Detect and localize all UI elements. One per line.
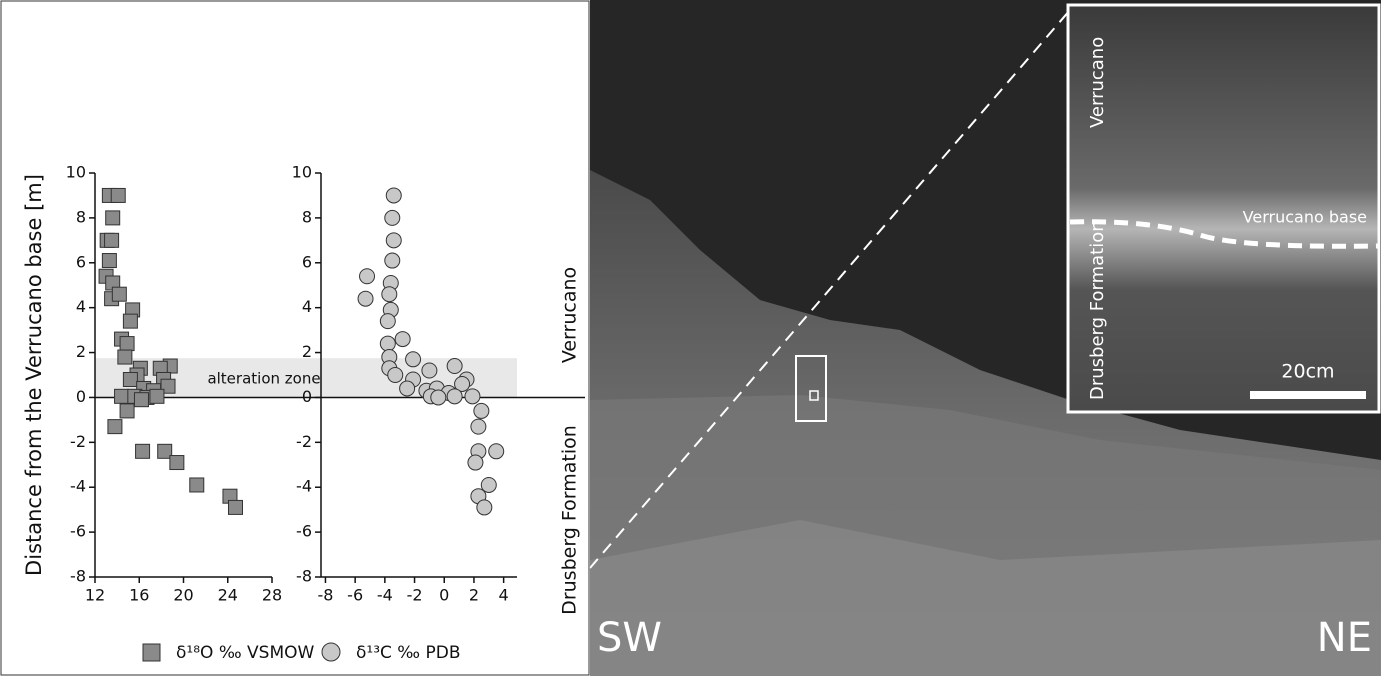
data-point — [468, 455, 483, 470]
data-point — [105, 233, 119, 247]
y-tick-label: 6 — [76, 252, 86, 271]
data-point — [388, 368, 403, 383]
unit-label: Drusberg Formation — [559, 425, 581, 615]
legend-label: δ¹⁸O ‰ VSMOW — [176, 643, 314, 663]
y-tick-label: 0 — [76, 387, 86, 406]
y-tick-label: -8 — [296, 567, 312, 586]
data-point — [447, 359, 462, 374]
x-tick-label: 16 — [129, 586, 149, 605]
y-tick-label: -6 — [70, 522, 86, 541]
data-point — [112, 287, 126, 301]
data-point — [400, 381, 415, 396]
data-point — [190, 478, 204, 492]
y-tick-label: -2 — [296, 432, 312, 451]
y-tick-label: 0 — [302, 387, 312, 406]
inset-label: Verrucano — [1087, 37, 1108, 128]
data-point — [385, 210, 400, 225]
data-point — [474, 403, 489, 418]
y-tick-label: 4 — [76, 297, 86, 316]
zone-label: alteration zone — [207, 369, 320, 387]
data-point — [106, 211, 120, 225]
y-tick-label: 8 — [76, 207, 86, 226]
photo-label: NE — [1317, 615, 1372, 661]
x-tick-label: 12 — [85, 586, 105, 605]
legend-marker — [143, 644, 160, 661]
x-tick-label: -2 — [407, 586, 423, 605]
photo-label: SW — [597, 615, 662, 661]
scale-bar-label: 20cm — [1281, 361, 1334, 383]
data-point — [228, 500, 242, 514]
data-point — [102, 254, 116, 268]
data-point — [358, 291, 373, 306]
unit-label: Verrucano — [559, 267, 581, 363]
y-tick-label: 2 — [76, 342, 86, 361]
data-point — [422, 363, 437, 378]
data-point — [170, 456, 184, 470]
legend-label: δ¹³C ‰ PDB — [356, 643, 461, 663]
x-tick-label: -4 — [377, 586, 393, 605]
photo — [590, 0, 1381, 676]
data-point — [136, 444, 150, 458]
x-tick-label: 28 — [262, 586, 282, 605]
data-point — [431, 390, 446, 405]
x-tick-label: -6 — [347, 586, 363, 605]
y-tick-label: 4 — [302, 297, 312, 316]
data-point — [108, 420, 122, 434]
data-point — [447, 389, 462, 404]
data-point — [115, 389, 129, 403]
data-point — [123, 314, 137, 328]
x-tick-label: 20 — [173, 586, 193, 605]
x-tick-label: 24 — [218, 586, 238, 605]
x-tick-label: -8 — [317, 586, 333, 605]
data-point — [471, 419, 486, 434]
x-tick-label: 0 — [439, 586, 449, 605]
data-point — [360, 269, 375, 284]
y-tick-label: -6 — [296, 522, 312, 541]
y-tick-label: 2 — [302, 342, 312, 361]
data-point — [380, 336, 395, 351]
y-tick-label: -4 — [70, 477, 86, 496]
x-tick-label: 4 — [499, 586, 509, 605]
legend-marker — [322, 643, 340, 661]
data-point — [386, 188, 401, 203]
data-point — [395, 332, 410, 347]
data-point — [134, 393, 148, 407]
y-tick-label: 6 — [302, 252, 312, 271]
y-tick-label: 8 — [302, 207, 312, 226]
y-tick-label: 10 — [66, 163, 86, 182]
data-point — [477, 500, 492, 515]
data-point — [465, 389, 480, 404]
data-point — [382, 287, 397, 302]
data-point — [385, 253, 400, 268]
data-point — [123, 372, 137, 386]
data-point — [406, 352, 421, 367]
y-tick-label: -2 — [70, 432, 86, 451]
data-point — [386, 233, 401, 248]
y-axis-label: Distance from the Verrucano base [m] — [22, 174, 46, 576]
y-tick-label: -4 — [296, 477, 312, 496]
inset-label: Drusberg Formation — [1087, 220, 1108, 400]
x-tick-label: 2 — [469, 586, 479, 605]
data-point — [111, 188, 125, 202]
data-point — [120, 337, 134, 351]
y-tick-label: 10 — [292, 163, 312, 182]
inset-label: Verrucano base — [1243, 208, 1367, 227]
data-point — [380, 314, 395, 329]
figure: SW NE Verrucano Verrucano base Drusberg … — [0, 0, 1381, 676]
panel-frame — [1, 1, 589, 675]
data-point — [489, 444, 504, 459]
data-point — [120, 404, 134, 418]
data-point — [150, 389, 164, 403]
data-point — [118, 350, 132, 364]
y-tick-label: -8 — [70, 567, 86, 586]
